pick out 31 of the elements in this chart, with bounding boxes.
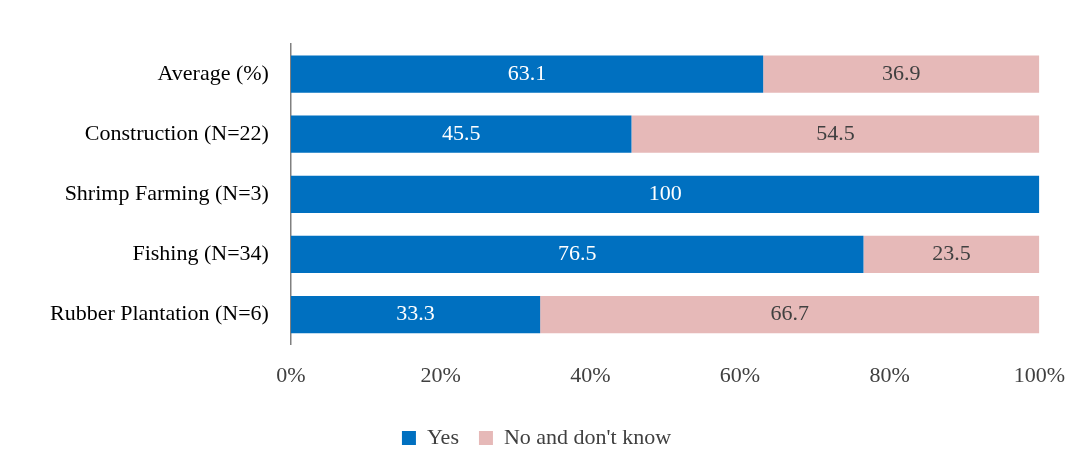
data-label: 33.3 bbox=[396, 300, 435, 326]
x-tick-label: 0% bbox=[276, 361, 306, 387]
legend-label: No and don't know bbox=[503, 423, 672, 449]
y-tick-label: Rubber Plantation (N=6) bbox=[49, 300, 269, 326]
bar bbox=[763, 55, 1040, 93]
y-tick-label: Construction (N=22) bbox=[84, 119, 269, 145]
y-tick-label: Average (%) bbox=[157, 59, 269, 85]
x-tick-label: 80% bbox=[869, 361, 910, 387]
bar bbox=[863, 235, 1040, 274]
data-label: 66.7 bbox=[770, 300, 809, 326]
bar bbox=[290, 175, 1040, 213]
y-tick-label: Fishing (N=34) bbox=[132, 240, 269, 266]
y-tick-label: Shrimp Farming (N=3) bbox=[64, 180, 269, 206]
data-label: 100 bbox=[648, 180, 682, 206]
data-label: 23.5 bbox=[932, 240, 971, 266]
data-label: 54.5 bbox=[816, 119, 855, 145]
bar bbox=[290, 295, 541, 334]
data-label: 63.1 bbox=[507, 59, 547, 85]
bar bbox=[631, 115, 1040, 153]
bar bbox=[540, 295, 1040, 334]
x-tick-label: 40% bbox=[570, 361, 611, 387]
data-label: 45.5 bbox=[441, 119, 481, 145]
x-tick-label: 100% bbox=[1013, 361, 1065, 387]
x-tick-label: 60% bbox=[719, 361, 761, 387]
legend-label: Yes bbox=[426, 423, 459, 449]
data-label: 76.5 bbox=[557, 240, 597, 266]
data-label: 36.9 bbox=[882, 59, 921, 85]
bar bbox=[290, 235, 864, 274]
bar bbox=[290, 115, 632, 153]
bar bbox=[290, 55, 764, 93]
x-tick-label: 20% bbox=[420, 361, 461, 387]
